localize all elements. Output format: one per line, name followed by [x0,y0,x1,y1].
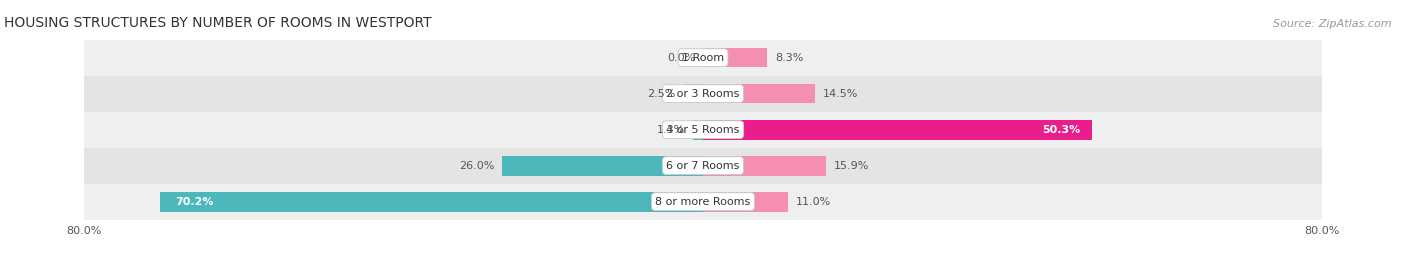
Text: 15.9%: 15.9% [834,161,869,171]
Text: 4 or 5 Rooms: 4 or 5 Rooms [666,124,740,135]
Bar [84,76,1322,112]
Text: 70.2%: 70.2% [176,197,214,207]
Bar [703,84,815,103]
Text: 8 or more Rooms: 8 or more Rooms [655,197,751,207]
Text: 26.0%: 26.0% [458,161,495,171]
Bar [693,120,703,140]
Text: 11.0%: 11.0% [796,197,831,207]
Bar [703,48,768,68]
Bar [703,192,787,211]
Text: 2.5%: 2.5% [648,89,676,99]
Bar [84,40,1322,76]
Text: 1.3%: 1.3% [657,124,685,135]
Text: 1 Room: 1 Room [682,53,724,63]
Text: 50.3%: 50.3% [1042,124,1080,135]
Bar [703,156,825,176]
Text: 14.5%: 14.5% [823,89,858,99]
Bar [84,184,1322,220]
Text: 8.3%: 8.3% [775,53,803,63]
Bar [84,112,1322,148]
Text: 2 or 3 Rooms: 2 or 3 Rooms [666,89,740,99]
Bar [703,120,1092,140]
Bar [683,84,703,103]
Text: HOUSING STRUCTURES BY NUMBER OF ROOMS IN WESTPORT: HOUSING STRUCTURES BY NUMBER OF ROOMS IN… [4,16,432,30]
Text: 0.0%: 0.0% [666,53,696,63]
Bar [160,192,703,211]
Text: 6 or 7 Rooms: 6 or 7 Rooms [666,161,740,171]
Bar [502,156,703,176]
Bar [84,148,1322,184]
Text: Source: ZipAtlas.com: Source: ZipAtlas.com [1274,19,1392,29]
